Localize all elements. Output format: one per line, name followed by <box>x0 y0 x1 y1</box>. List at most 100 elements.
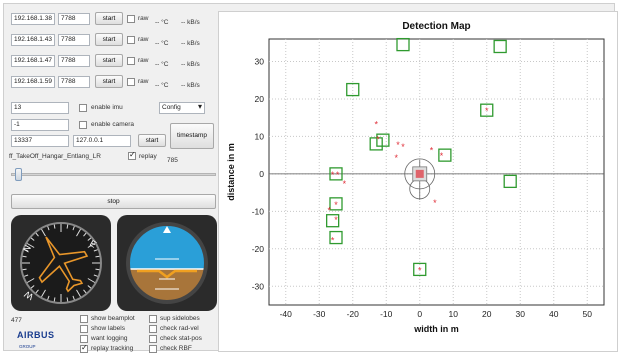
y-tick-label: -20 <box>252 244 265 254</box>
y-tick-label: 0 <box>259 169 264 179</box>
track-box <box>493 39 507 54</box>
counter-readout: 477 <box>11 317 22 324</box>
x-tick-label: -20 <box>347 309 360 319</box>
airbus-logo-sub: GROUP <box>19 344 36 349</box>
option-checkbox-sup-sidelobes[interactable] <box>149 315 157 323</box>
detection-marker: * <box>396 140 400 150</box>
option-checkbox-want-logging[interactable] <box>80 335 88 343</box>
raw-checkbox[interactable] <box>127 15 135 23</box>
enable-imu-checkbox[interactable] <box>79 104 87 112</box>
network-port-field[interactable]: 13337 <box>11 135 69 147</box>
detection-map-panel: -40 -30 -20 -10 0 10 20 30 40 50 -30 -20 -10 0 10 20 30 *… <box>218 11 618 352</box>
detection-marker: * <box>418 265 422 275</box>
option-checkbox-check-rad-vel[interactable] <box>149 325 157 333</box>
airbus-logo: AIRBUS <box>17 330 55 340</box>
option-checkbox-check-stat-pos[interactable] <box>149 335 157 343</box>
raw-label: raw <box>138 78 149 85</box>
chart-title: Detection Map <box>402 21 470 32</box>
raw-checkbox[interactable] <box>127 78 135 86</box>
data-rate-readout: -- kB/s <box>181 61 200 68</box>
y-tick-label: -10 <box>252 206 265 216</box>
network-start-button[interactable]: start <box>138 134 166 147</box>
camera-field[interactable]: -1 <box>11 119 69 131</box>
detection-marker: * <box>336 170 340 180</box>
temperature-readout: -- °C <box>155 19 169 26</box>
timestamp-button[interactable]: timestamp <box>170 123 214 149</box>
heading-indicator-dial: N E W <box>20 222 102 304</box>
stream-start-button[interactable]: start <box>95 12 123 25</box>
track-box <box>329 197 343 211</box>
option-label: check RBF <box>160 345 192 352</box>
option-checkbox-show-labels[interactable] <box>80 325 88 333</box>
main-window: 192.168.1.38 7788 start raw -- °C -- kB/s 192.… <box>3 3 618 353</box>
detection-marker: * <box>343 179 347 189</box>
imu-field[interactable]: 13 <box>11 102 69 114</box>
x-tick-label: -30 <box>313 309 326 319</box>
x-tick-label: 0 <box>417 309 422 319</box>
raw-checkbox[interactable] <box>127 36 135 44</box>
raw-label: raw <box>138 36 149 43</box>
track-box <box>326 214 340 228</box>
stream-port-field[interactable]: 7788 <box>58 34 90 46</box>
replay-frame-readout: 785 <box>167 157 178 164</box>
stop-button[interactable]: stop <box>11 194 216 209</box>
enable-camera-label: enable camera <box>91 121 134 128</box>
network-host-field[interactable]: 127.0.0.1 <box>73 135 131 147</box>
detection-marker: * <box>440 151 444 161</box>
option-label: show labels <box>91 325 125 332</box>
detection-marker: * <box>430 146 434 156</box>
stream-ip-field[interactable]: 192.168.1.43 <box>11 34 55 46</box>
track-box <box>329 230 343 245</box>
heading-indicator: N E W <box>11 215 111 311</box>
option-checkbox-check-rbf[interactable] <box>149 345 157 353</box>
detection-map-chart: -40 -30 -20 -10 0 10 20 30 40 50 -30 -20 -10 0 10 20 30 *… <box>226 21 605 334</box>
stream-port-field[interactable]: 7788 <box>58 76 90 88</box>
stream-start-button[interactable]: start <box>95 75 123 88</box>
temperature-readout: -- °C <box>155 40 169 47</box>
track-box <box>413 262 427 277</box>
data-rate-readout: -- kB/s <box>181 19 200 26</box>
detection-marker: * <box>374 119 378 129</box>
enable-camera-checkbox[interactable] <box>79 121 87 129</box>
x-tick-label: 10 <box>449 309 459 319</box>
raw-label: raw <box>138 15 149 22</box>
raw-checkbox[interactable] <box>127 57 135 65</box>
temperature-readout: -- °C <box>155 82 169 89</box>
detection-marker: * <box>334 200 338 210</box>
detection-marker: * <box>334 215 338 225</box>
sensor-core <box>415 169 424 178</box>
stream-ip-field[interactable]: 192.168.1.47 <box>11 55 55 67</box>
option-label: sup sidelobes <box>160 315 200 322</box>
y-tick-label: 20 <box>255 94 265 104</box>
option-label: check rad-vel <box>160 325 199 332</box>
x-tick-label: 40 <box>549 309 559 319</box>
replay-checkbox[interactable] <box>128 150 136 160</box>
data-rate-readout: -- kB/s <box>181 82 200 89</box>
stream-start-button[interactable]: start <box>95 54 123 67</box>
stream-ip-field[interactable]: 192.168.1.59 <box>11 76 55 88</box>
stream-start-button[interactable]: start <box>95 33 123 46</box>
detection-marker: * <box>485 106 489 116</box>
data-rate-readout: -- kB/s <box>181 40 200 47</box>
track-box <box>503 174 517 189</box>
option-checkbox-show-beamplot[interactable] <box>80 315 88 323</box>
track-box <box>346 82 360 97</box>
y-tick-label: 30 <box>255 56 265 66</box>
replay-slider-thumb[interactable] <box>15 168 22 181</box>
x-tick-label: 20 <box>482 309 492 319</box>
stream-ip-field[interactable]: 192.168.1.38 <box>11 13 55 25</box>
plot-area <box>268 38 605 306</box>
x-axis-label: width in m <box>413 324 459 334</box>
stream-port-field[interactable]: 7788 <box>58 55 90 67</box>
option-label: want logging <box>91 335 128 342</box>
config-dropdown[interactable]: Config <box>159 102 205 114</box>
stream-port-field[interactable]: 7788 <box>58 13 90 25</box>
option-checkbox-replay-tracking[interactable] <box>80 343 88 353</box>
y-axis-label: distance in m <box>226 143 236 201</box>
x-tick-label: -40 <box>280 309 293 319</box>
option-label: check stat-pos <box>160 335 202 342</box>
enable-imu-label: enable imu <box>91 104 123 111</box>
detection-marker: * <box>395 153 399 163</box>
option-label: replay tracking <box>91 345 134 352</box>
replay-file-label: ff_TakeOff_Hangar_Entlang_LR <box>9 153 101 160</box>
